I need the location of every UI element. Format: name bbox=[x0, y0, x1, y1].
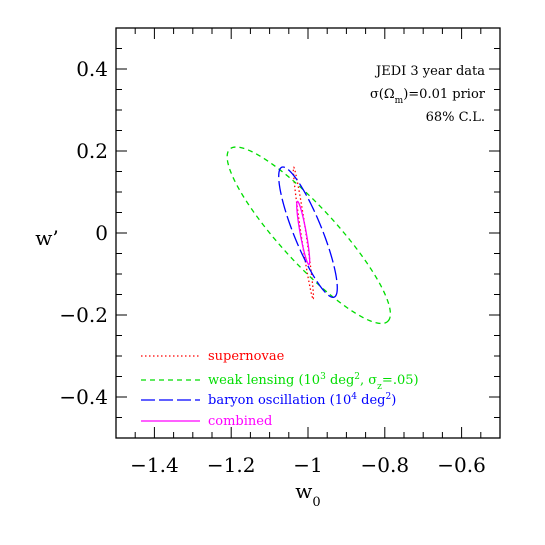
confidence-ellipses bbox=[226, 146, 392, 325]
x-tick-label: −0.8 bbox=[361, 453, 410, 477]
legend-label-weak-lensing: weak lensing (103 deg2, σz=.05) bbox=[208, 372, 419, 392]
legend-label-baryon-oscillation: baryon oscillation (104 deg2) bbox=[208, 392, 396, 408]
x-tick-label: −0.6 bbox=[437, 453, 486, 477]
x-tick-label: −1.4 bbox=[130, 453, 179, 477]
annotation-line1: JEDI 3 year data bbox=[374, 64, 485, 79]
annotation-line2: σ(Ωm)=0.01 prior bbox=[370, 87, 486, 106]
legend-label-combined: combined bbox=[208, 414, 272, 429]
y-tick-label: 0.4 bbox=[76, 57, 108, 81]
y-tick-label: −0.2 bbox=[59, 303, 108, 327]
ellipse-series-1 bbox=[226, 146, 392, 325]
x-tick-label: −1.2 bbox=[207, 453, 256, 477]
ellipse-series-3 bbox=[296, 200, 311, 266]
chart-annotation: JEDI 3 year data σ(Ωm)=0.01 prior 68% C.… bbox=[370, 64, 486, 125]
legend: supernovae weak lensing (103 deg2, σz=.0… bbox=[141, 349, 419, 429]
y-axis-title: w’ bbox=[35, 226, 58, 250]
y-tick-label: 0.2 bbox=[76, 139, 108, 163]
ellipse-series-0 bbox=[292, 166, 315, 300]
x-tick-label: −1 bbox=[293, 453, 322, 477]
annotation-line3: 68% C.L. bbox=[426, 110, 485, 125]
ellipse-series-2 bbox=[278, 166, 338, 299]
y-tick-label: 0 bbox=[95, 221, 108, 245]
axis-ticks: −1.4 −1.2 −1 −0.8 −0.6 0.4 0.2 0 −0.2 −0.4 bbox=[59, 27, 501, 477]
x-axis-title: w0 bbox=[295, 479, 320, 510]
legend-label-supernovae: supernovae bbox=[208, 349, 285, 364]
y-tick-label: −0.4 bbox=[59, 385, 108, 409]
